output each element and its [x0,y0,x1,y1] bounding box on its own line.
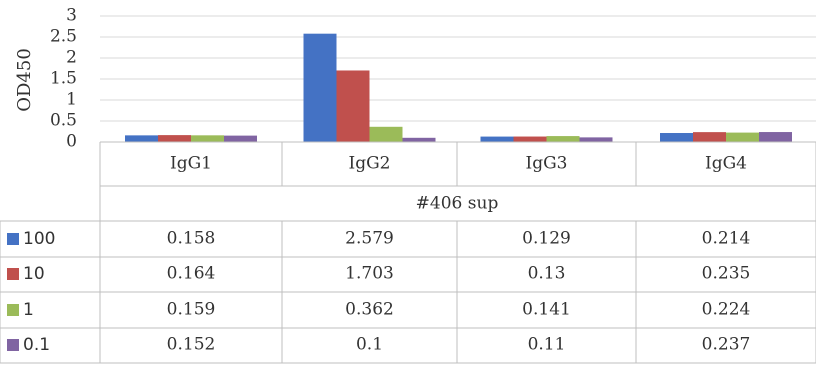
bar-IgG4-0.1 [759,132,792,142]
bar-IgG3-1 [546,136,580,142]
y-tick-label: 2.5 [50,27,77,47]
legend-swatch [7,339,19,351]
y-tick-label: 2 [66,48,77,68]
table-cell: 0.214 [702,229,751,249]
category-label: IgG1 [170,154,212,174]
gridlines [100,15,816,122]
y-tick-label: 1.5 [50,69,77,89]
table-cell: 0.237 [702,335,751,355]
bar-IgG2-10 [336,70,370,142]
table-cell: 0.13 [528,264,566,284]
legend-label: 1 [23,300,34,320]
legend-swatch [7,304,19,316]
table-cell: 0.235 [702,264,751,284]
legend-swatch [7,233,19,245]
y-tick-label: 3 [66,6,77,26]
table-cell: 0.164 [167,264,216,284]
table-cell: 0.11 [528,335,566,355]
table-cell: 0.1 [356,335,383,355]
bar-IgG2-100 [303,33,337,142]
bars [125,33,792,142]
legend-label: 10 [23,264,45,284]
table-cell: 0.152 [167,335,216,355]
bar-IgG2-0.1 [402,137,436,142]
data-table: IgG1 IgG2 IgG3 IgG4 100 0.158 2.579 0.129 0.214 1… [0,141,816,364]
bar-IgG1-1 [191,135,224,142]
bar-IgG2-1 [369,126,403,142]
y-tick-label: 1 [66,90,77,110]
y-tick-label: 0 [66,132,77,152]
table-cell: 0.158 [167,229,216,249]
legend-label: 0.1 [23,335,50,355]
table-cell: 2.579 [345,229,394,249]
category-label: IgG3 [526,154,568,174]
table-cell: 0.159 [167,300,216,320]
y-axis-label: OD450 [14,48,35,112]
bar-IgG3-0.1 [579,137,613,142]
category-label: IgG4 [705,154,747,174]
table-cell: 0.141 [522,300,571,320]
bar-IgG4-10 [693,132,726,142]
bar-IgG1-0.1 [224,135,257,142]
bar-IgG4-100 [660,133,693,142]
legend-swatch [7,268,19,280]
legend-label: 100 [23,229,55,249]
bar-IgG3-10 [513,136,547,142]
table-cell: 0.362 [345,300,394,320]
table-cell: 1.703 [345,264,394,284]
y-axis-ticks: 00.511.522.53 [50,6,77,152]
table-cell: 0.129 [522,229,571,249]
table-cell: 0.224 [702,300,751,320]
y-tick-label: 0.5 [50,111,77,131]
bar-IgG4-1 [726,132,759,142]
bar-IgG1-100 [125,135,158,142]
bar-IgG1-10 [158,135,191,142]
category-label: IgG2 [349,154,391,174]
x-axis-label: #406 sup [416,194,499,214]
bar-IgG3-100 [480,136,514,142]
